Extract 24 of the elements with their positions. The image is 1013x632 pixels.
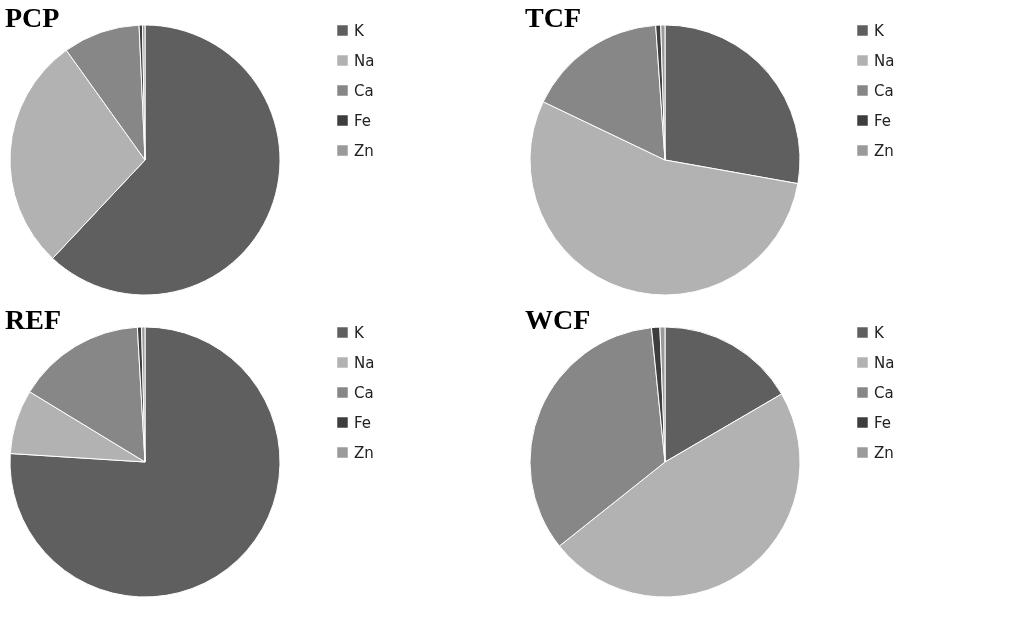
legend-label: Na	[874, 51, 895, 70]
legend-label: Ca	[874, 383, 894, 402]
legend-label: Zn	[354, 443, 374, 462]
legend-label: Na	[874, 353, 895, 372]
legend-label: Ca	[874, 81, 894, 100]
legend-label: Zn	[874, 141, 894, 160]
chart-title: TCF	[525, 2, 581, 33]
chart-title: PCP	[5, 2, 60, 33]
legend-label: Ca	[354, 383, 374, 402]
chart-title: REF	[5, 304, 61, 335]
legend-label: Fe	[354, 111, 372, 130]
legend-label: Zn	[354, 141, 374, 160]
legend-label: Fe	[354, 413, 372, 432]
legend-label: K	[874, 21, 885, 40]
legend-label: K	[354, 21, 365, 40]
chart-title: WCF	[525, 304, 591, 335]
legend-label: Fe	[874, 413, 892, 432]
legend-label: Fe	[874, 111, 892, 130]
legend-label: K	[874, 323, 885, 342]
legend-label: Zn	[874, 443, 894, 462]
legend-label: Ca	[354, 81, 374, 100]
legend-label: K	[354, 323, 365, 342]
legend-label: Na	[354, 353, 375, 372]
legend-label: Na	[354, 51, 375, 70]
